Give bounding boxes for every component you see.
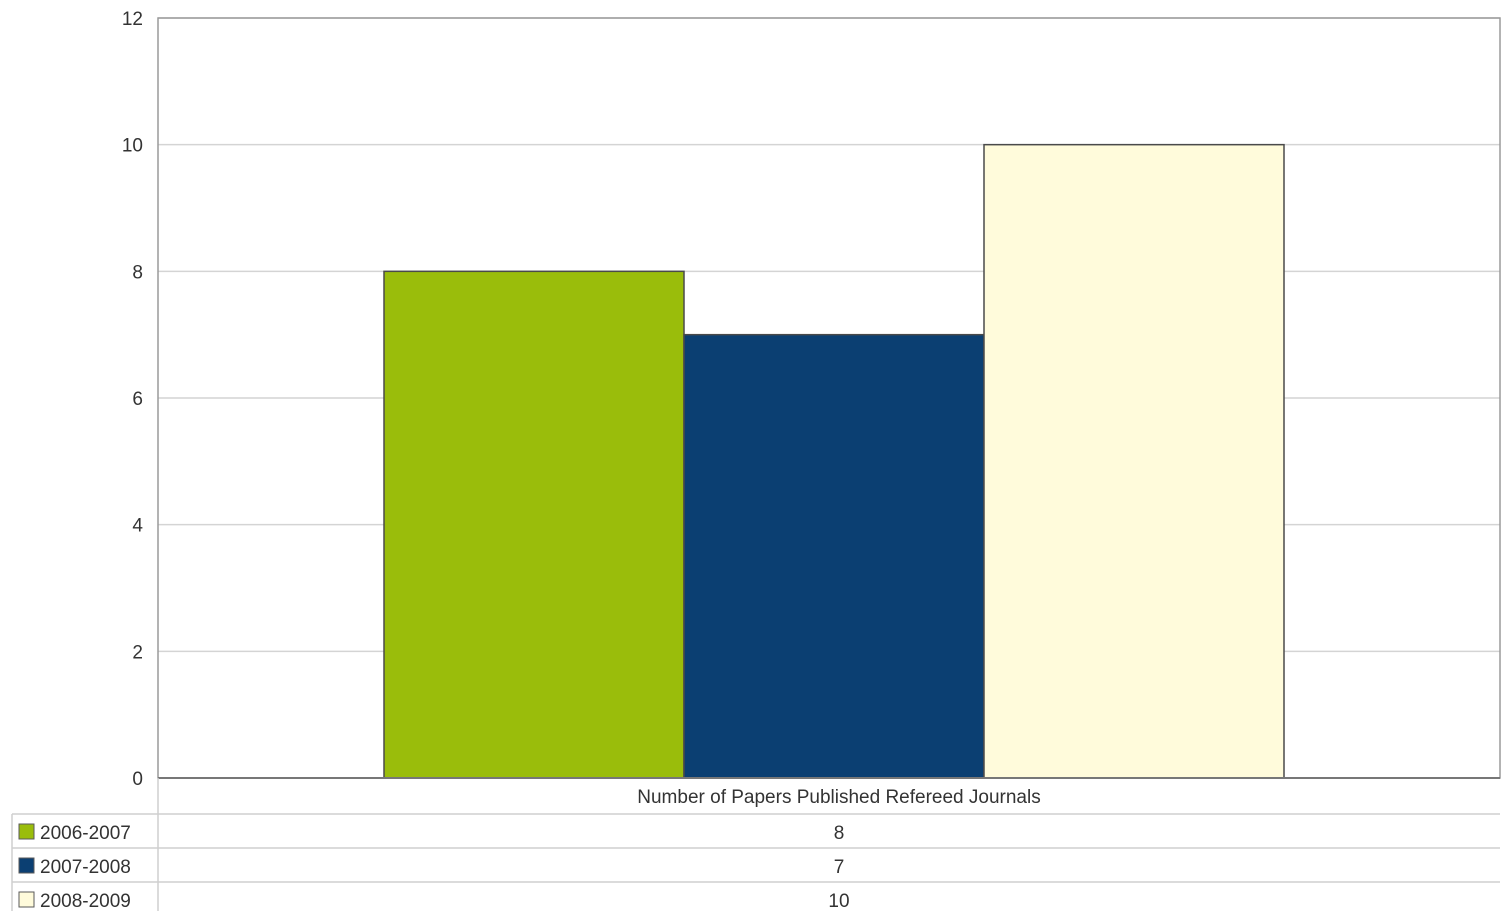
category-label: Number of Papers Published Refereed Jour…: [637, 787, 1040, 808]
legend-label: 2006-2007: [40, 823, 131, 844]
table-value: 10: [828, 891, 849, 911]
bars: [383, 143, 1285, 779]
bar-2007-2008: [683, 333, 985, 779]
y-axis-tick-labels: 0 2 4 6 8 10 12: [122, 9, 144, 790]
bar-2006-2007: [383, 270, 685, 779]
y-tick-label: 0: [132, 769, 143, 790]
legend-swatch-2007-2008: [18, 857, 35, 874]
legend-swatch-2008-2009: [18, 891, 35, 908]
y-tick-label: 10: [122, 136, 143, 157]
table-value: 8: [834, 823, 845, 844]
legend-label: 2007-2008: [40, 857, 131, 878]
y-tick-label: 8: [132, 262, 143, 283]
y-tick-label: 2: [132, 642, 143, 663]
legend-label: 2008-2009: [40, 891, 131, 911]
y-tick-label: 4: [132, 516, 143, 537]
data-table: Number of Papers Published Refereed Jour…: [11, 778, 1500, 911]
y-tick-label: 12: [122, 9, 143, 30]
legend-swatch-2006-2007: [18, 823, 35, 840]
y-tick-label: 6: [132, 389, 143, 410]
table-value: 7: [834, 857, 845, 878]
bar-2008-2009: [983, 143, 1285, 779]
